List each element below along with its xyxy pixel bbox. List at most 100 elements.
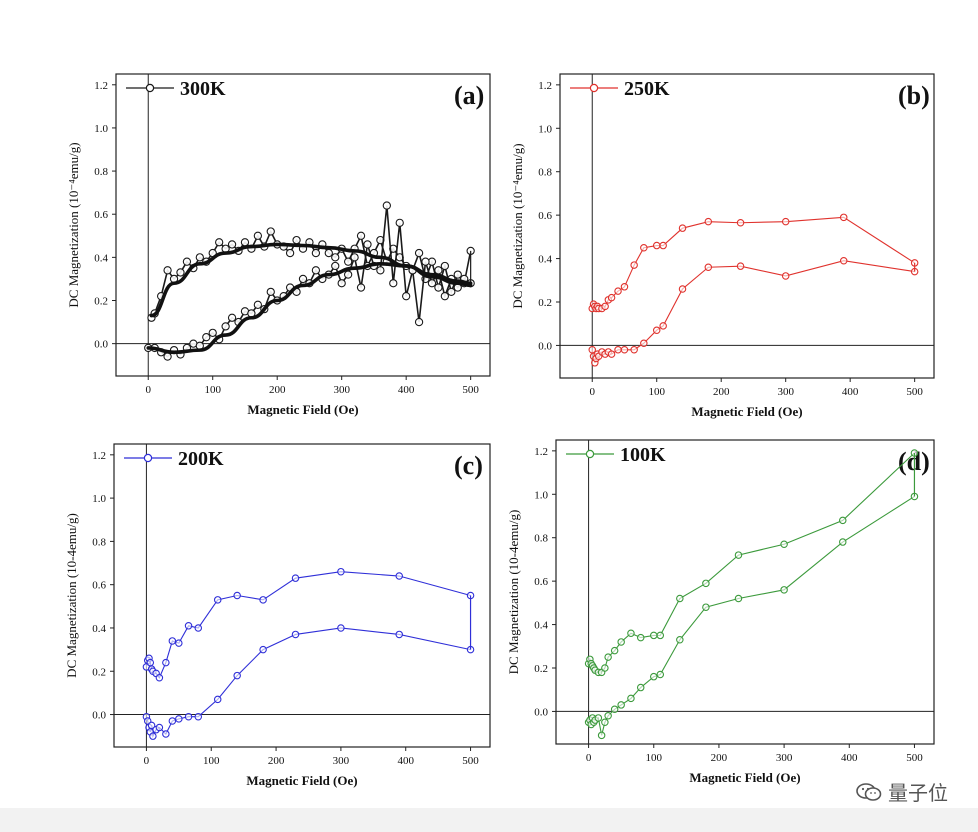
upper-branch-point	[227, 240, 237, 249]
lower-branch-point	[376, 266, 385, 275]
watermark-text: 量子位	[888, 781, 948, 805]
plot-frame	[113, 443, 491, 748]
y-tick-label: 0.6	[94, 209, 108, 221]
lower-branch-point	[652, 326, 661, 334]
legend-marker	[585, 449, 595, 459]
y-tick-label: 0.4	[534, 620, 548, 632]
lower-branch-point	[168, 717, 177, 725]
upper-branch-point	[414, 248, 424, 258]
upper-branch-point	[324, 248, 333, 258]
lower-branch-line	[145, 627, 471, 739]
plot-frame	[555, 439, 935, 745]
x-tick-label: 300	[333, 384, 350, 396]
panel-c: 0 100 200 300 400 500 0.0 0.2 0.4 0.6 0.8 1.0 1.2 Mag…	[64, 443, 491, 788]
x-tick-label: 400	[842, 386, 859, 398]
upper-branch-point	[233, 591, 241, 600]
upper-branch-point	[610, 646, 619, 655]
y-tick-label: 0.8	[534, 533, 548, 545]
x-axis-label: Magnetic Field (Oe)	[691, 404, 802, 419]
lower-branch-point	[659, 322, 667, 330]
upper-branch-point	[356, 231, 366, 240]
y-tick-label: 0.4	[538, 254, 552, 266]
legend-marker	[145, 83, 155, 93]
lower-branch-point	[155, 723, 164, 732]
x-axis-label: Magnetic Field (Oe)	[246, 773, 357, 788]
x-tick-label: 500	[462, 384, 479, 396]
legend-label: 200K	[178, 448, 224, 470]
upper-branch-point	[195, 253, 204, 262]
lower-branch-point	[597, 731, 606, 740]
lower-branch-point	[350, 253, 359, 262]
upper-branch-line	[591, 216, 915, 310]
upper-branch-point	[440, 261, 450, 271]
x-tick-label: 300	[333, 755, 350, 767]
upper-branch-point	[162, 658, 170, 667]
footer-band	[0, 808, 978, 832]
lower-branch-point	[427, 279, 437, 288]
upper-branch-point	[640, 243, 648, 252]
upper-branch-point	[184, 622, 193, 630]
upper-branch-point	[311, 248, 321, 258]
y-tick-label: 0.6	[538, 210, 552, 222]
lower-branch-point	[736, 262, 745, 270]
upper-branch-point	[604, 653, 612, 661]
x-tick-label: 100	[646, 752, 663, 764]
lower-branch-point	[780, 586, 788, 594]
y-tick-label: 0.2	[92, 666, 106, 678]
upper-branch-point	[627, 629, 635, 638]
lower-branch-point	[676, 636, 684, 644]
lower-branch-point	[434, 266, 443, 275]
fit-curve-lower	[146, 262, 473, 355]
x-tick-label: 0	[145, 384, 151, 396]
lower-branch-point	[343, 270, 353, 279]
upper-branch-point	[453, 270, 462, 279]
upper-branch-point	[146, 658, 155, 667]
lower-branch-point	[678, 285, 687, 293]
legend-label: 250K	[624, 78, 670, 100]
upper-branch-point	[839, 516, 847, 525]
y-tick-label: 0.0	[534, 706, 548, 718]
upper-branch-point	[734, 551, 743, 559]
upper-branch-point	[253, 231, 263, 240]
upper-branch-line	[145, 571, 471, 679]
lower-branch-point	[233, 671, 241, 680]
upper-branch-point	[155, 673, 164, 682]
lower-branch-point	[259, 645, 267, 654]
lower-branch-point	[704, 263, 713, 272]
lower-branch-point	[356, 283, 366, 292]
y-tick-label: 0.0	[538, 340, 552, 352]
x-tick-label: 200	[711, 752, 728, 764]
lower-branch-point	[337, 279, 346, 288]
upper-branch-point	[213, 596, 222, 604]
lower-branch-point	[781, 272, 790, 280]
lower-branch-point	[640, 339, 648, 348]
x-tick-label: 0	[586, 752, 592, 764]
watermark: 量子位	[856, 777, 948, 806]
upper-branch-point	[343, 257, 353, 266]
lower-branch-point	[734, 594, 743, 603]
upper-branch-point	[447, 287, 456, 297]
lower-branch-point	[266, 287, 275, 297]
y-tick-label: 0.8	[538, 167, 552, 179]
x-tick-label: 100	[648, 386, 665, 398]
lower-branch-point	[614, 346, 622, 354]
upper-branch-point	[240, 238, 250, 247]
y-tick-label: 0.6	[92, 580, 106, 592]
upper-branch-point	[652, 241, 661, 250]
upper-branch-point	[656, 631, 665, 640]
upper-branch-point	[736, 218, 745, 227]
upper-branch-point	[676, 594, 684, 603]
x-tick-label: 300	[776, 752, 793, 764]
fit-curve-upper	[149, 242, 473, 318]
upper-branch-point	[176, 268, 185, 277]
upper-branch-point	[266, 227, 275, 236]
lower-branch-point	[298, 274, 308, 284]
x-tick-label: 0	[589, 386, 595, 398]
upper-branch-point	[678, 224, 687, 232]
x-tick-label: 300	[777, 386, 794, 398]
x-tick-label: 500	[906, 386, 923, 398]
upper-branch-point	[175, 639, 183, 647]
upper-branch-point	[630, 261, 638, 269]
upper-branch-point	[292, 235, 301, 245]
upper-branch-point	[331, 253, 340, 262]
